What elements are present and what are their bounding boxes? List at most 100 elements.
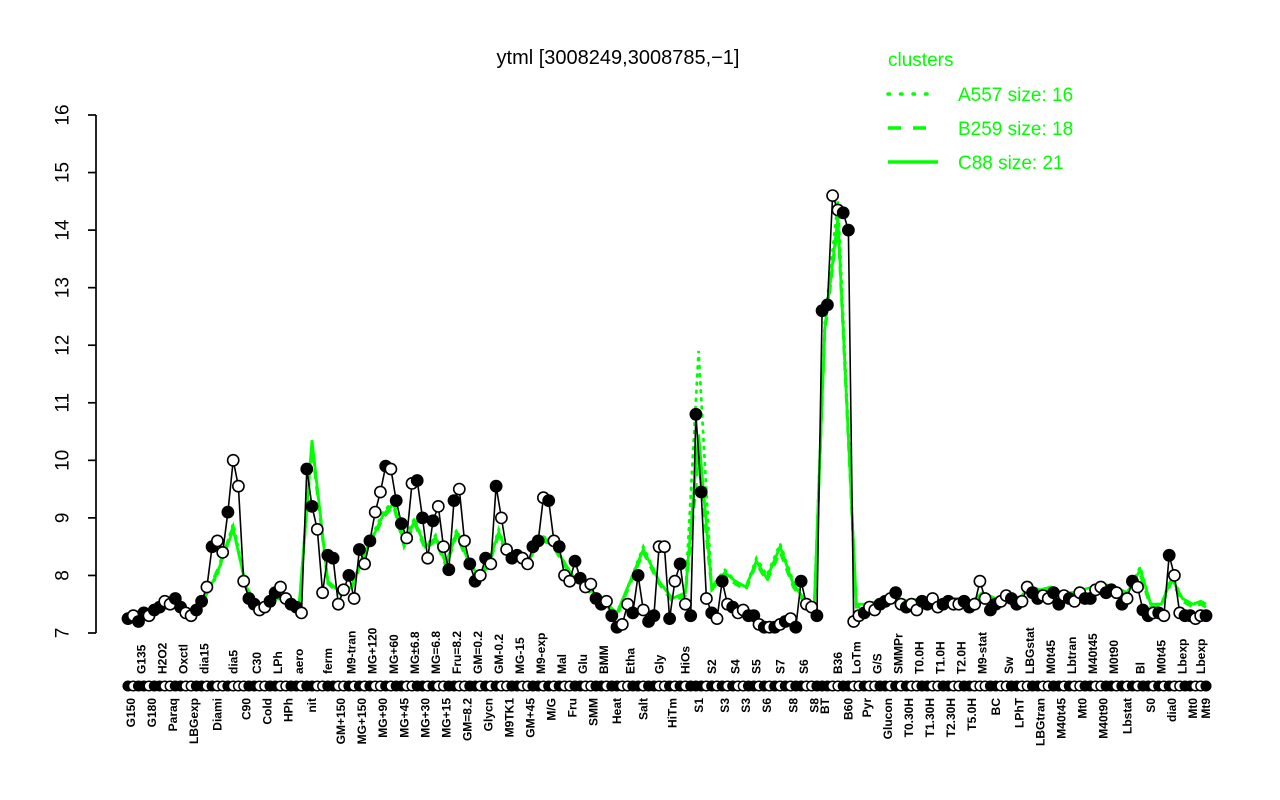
- x-axis-label: Mt0: [1076, 698, 1090, 719]
- x-axis-label: M0t45: [1044, 640, 1058, 674]
- y-tick-label: 16: [53, 104, 74, 125]
- cluster-a557-line: [129, 201, 1208, 618]
- data-point-filled: [626, 606, 640, 620]
- data-point-open: [494, 511, 508, 525]
- y-tick-label: 14: [53, 219, 74, 241]
- y-tick-label: 7: [53, 628, 74, 639]
- data-point-open: [373, 485, 387, 499]
- data-point-filled: [684, 609, 698, 623]
- x-axis-label: T0.30H: [902, 698, 916, 737]
- data-point-filled: [363, 534, 377, 548]
- data-point-open: [431, 499, 445, 513]
- x-axis-label: LPh: [271, 651, 285, 674]
- data-point-open: [679, 597, 692, 611]
- x-axis-label: Mt0: [1186, 698, 1200, 719]
- x-axis-label: MG=6.8: [429, 631, 443, 674]
- legend-title: clusters: [888, 50, 953, 71]
- x-axis-label: S5: [750, 659, 764, 674]
- x-axis-label: S7: [773, 659, 787, 674]
- y-tick-label: 8: [53, 570, 74, 581]
- data-point-filled: [552, 540, 566, 554]
- data-point-filled: [342, 569, 356, 582]
- x-axis-label: MG±6.8: [408, 631, 422, 674]
- x-axis-label: MG+90: [376, 698, 390, 738]
- x-axis-label: HiTm: [666, 698, 680, 728]
- x-axis-label: G180: [145, 698, 159, 728]
- data-point-open: [210, 534, 224, 548]
- gene-profile-line: [127, 195, 1206, 630]
- x-axis-label: M0t90: [1107, 640, 1121, 674]
- data-point-open: [237, 574, 251, 588]
- data-point-filled: [1047, 586, 1060, 600]
- x-axis-label: S8: [807, 698, 821, 713]
- y-axis: 7 8 9 10 11 12 13 14 15 16: [53, 104, 97, 639]
- x-axis-label: LBGexp: [187, 698, 201, 744]
- x-axis-label: Mal: [555, 654, 569, 674]
- x-axis-label: Glucon: [881, 698, 895, 739]
- x-axis-label: SMM: [587, 698, 601, 726]
- y-tick-label: 11: [53, 393, 74, 413]
- data-point-filled: [410, 474, 424, 487]
- data-point-filled: [810, 609, 824, 623]
- data-point-filled: [663, 612, 676, 625]
- data-point-open: [368, 505, 382, 519]
- x-axis-label: B36: [831, 652, 845, 674]
- x-axis-label: S0: [1144, 698, 1158, 713]
- data-point-open: [316, 586, 329, 600]
- x-axis-label: Oxctl: [176, 644, 190, 674]
- x-axis-label: T5.0H: [965, 698, 979, 731]
- x-axis-label: T2.30H: [944, 698, 958, 737]
- data-point-open: [347, 592, 361, 605]
- chart-title: ytml [3008249,3008785,−1]: [497, 47, 740, 69]
- data-point-filled: [1199, 609, 1213, 623]
- data-point-filled: [531, 534, 545, 548]
- data-point-filled: [221, 505, 235, 519]
- data-point-open: [473, 569, 487, 582]
- x-axis-label: Diami: [211, 698, 225, 731]
- x-axis-label: S6: [797, 659, 811, 674]
- axis-marker-rug: [122, 680, 1212, 692]
- rug-marker: [1200, 680, 1212, 692]
- x-axis-label: Pyr: [860, 698, 874, 718]
- data-point-filled: [394, 517, 408, 530]
- data-point-open: [668, 574, 682, 588]
- x-axis-labels: G150 G135 G180 H2O2 Paraq Oxctl LBGexp dia15 Dia…: [124, 627, 1213, 746]
- x-axis-label: M9-exp: [534, 633, 548, 674]
- legend-entry-b259: B259 size: 18: [958, 119, 1073, 140]
- x-axis-label: Bl: [1134, 662, 1148, 674]
- data-point-open: [1015, 594, 1029, 608]
- data-point-open: [615, 618, 629, 631]
- data-point-open: [437, 540, 450, 554]
- data-point-open: [274, 580, 287, 594]
- legend-entry-c88: C88 size: 21: [958, 153, 1064, 174]
- y-tick-label: 15: [53, 162, 74, 183]
- data-point-filled: [463, 557, 477, 571]
- data-point-open: [600, 594, 613, 608]
- x-axis-label: Sw: [1002, 656, 1016, 674]
- x-axis-label: S3: [718, 698, 732, 713]
- x-axis-label: S8: [786, 698, 800, 713]
- x-axis-label: GM-0.2: [492, 634, 506, 674]
- y-tick-label: 13: [53, 277, 74, 298]
- data-point-open: [636, 603, 650, 617]
- x-axis-label: LBGstat: [1023, 627, 1037, 674]
- data-point-filled: [689, 407, 703, 421]
- x-axis-label: dia15: [197, 643, 211, 674]
- data-point-open: [1120, 592, 1134, 605]
- data-point-open: [400, 531, 414, 545]
- data-point-open: [337, 583, 350, 597]
- x-axis-label: G/S: [871, 653, 885, 674]
- x-axis-label: M40t45: [1086, 633, 1100, 674]
- x-axis-label: dia0: [1165, 698, 1179, 722]
- x-axis-label: dia5: [226, 650, 240, 674]
- data-point-open: [200, 580, 214, 594]
- data-point-open: [968, 597, 981, 611]
- data-point-open: [384, 462, 398, 476]
- x-axis-label: MG+150: [355, 698, 369, 745]
- data-point-filled: [542, 494, 556, 507]
- data-point-filled: [442, 563, 456, 577]
- data-point-filled: [673, 557, 687, 571]
- x-axis-label: Cold: [261, 698, 275, 725]
- x-axis-label: Lbstat: [1120, 698, 1134, 734]
